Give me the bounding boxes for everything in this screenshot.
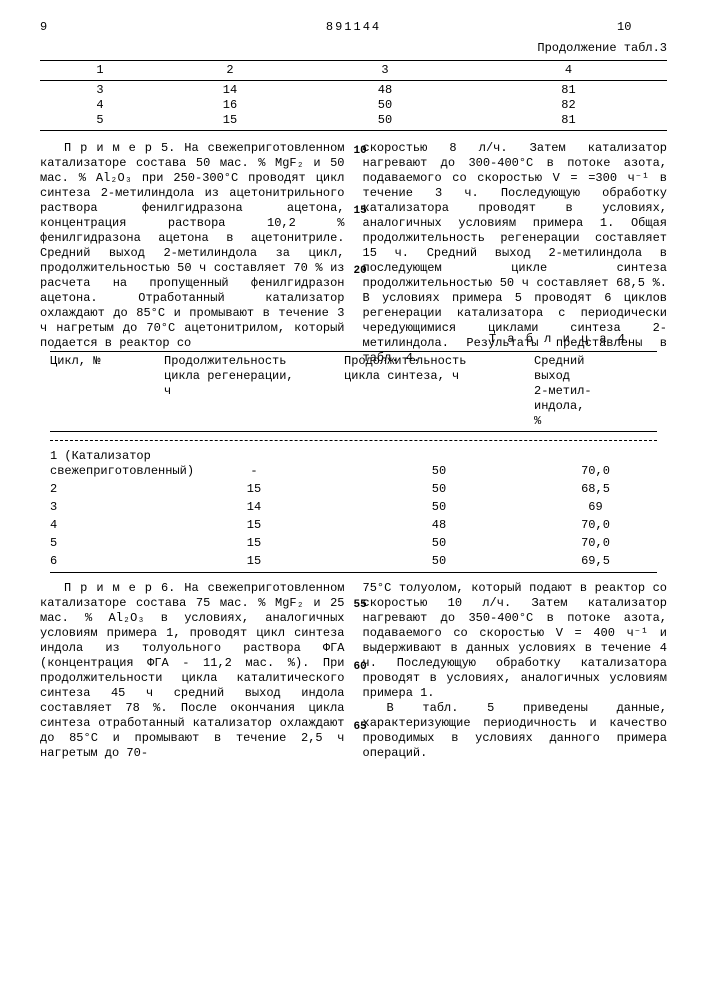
table-cell: 15 — [160, 113, 300, 128]
table-cell: 50 — [344, 500, 534, 515]
table-cell: 15 — [164, 518, 344, 533]
table4-header-cell: Цикл, № — [50, 354, 164, 369]
table4-header-cell: Продолжительность цикла регенерации, ч — [164, 354, 344, 399]
table3-rule — [40, 80, 667, 81]
table-cell: 70,0 — [534, 536, 657, 551]
example-6-left-text: П р и м е р 6. На свежеприготовленном ка… — [40, 581, 345, 761]
table-row: 4165082 — [40, 98, 667, 113]
table-row: 3145069 — [50, 500, 657, 515]
table-cell: 50 — [344, 554, 534, 569]
right-column: скоростью 8 л/ч. Затем катализатор нагре… — [363, 141, 668, 326]
left-column: П р и м е р 6. На свежеприготовленном ка… — [40, 581, 345, 746]
table-cell: - — [164, 464, 344, 479]
table-cell: 82 — [470, 98, 667, 113]
table-cell: 16 — [160, 98, 300, 113]
paragraph-block-1: 10 15 20 П р и м е р 5. На свежеприготов… — [40, 141, 667, 326]
line-mark-55: 55 — [354, 599, 367, 613]
table-cell: 5 — [50, 536, 164, 551]
table3-rule-bottom — [40, 130, 667, 131]
table-cell: 50 — [300, 113, 470, 128]
table-row: 3144881 — [40, 83, 667, 98]
table-cell: 1 (Катализатор свежеприготовленный) — [50, 449, 164, 479]
table-cell: 81 — [470, 83, 667, 98]
table-cell: 48 — [344, 518, 534, 533]
table-cell: 2 — [50, 482, 164, 497]
table-cell: 48 — [300, 83, 470, 98]
page-number-left: 9 — [40, 20, 90, 35]
table-row: 1 (Катализатор свежеприготовленный)-5070… — [50, 449, 657, 479]
table3-body: 314488141650825155081 — [40, 83, 667, 128]
table-cell: 50 — [344, 482, 534, 497]
table3-header-cell: 1 — [40, 63, 160, 78]
table-cell: 3 — [40, 83, 160, 98]
table-cell: 69 — [534, 500, 657, 515]
page-number-right: 10 — [617, 20, 667, 35]
table3-header-cell: 4 — [470, 63, 667, 78]
line-mark-15: 15 — [354, 205, 367, 219]
line-mark-10: 10 — [354, 145, 367, 159]
line-mark-65: 65 — [354, 721, 367, 735]
table3-header-cell: 3 — [300, 63, 470, 78]
table4-body: 1 (Катализатор свежеприготовленный)-5070… — [50, 449, 657, 569]
page: 9 891144 10 Продолжение табл.3 1 2 3 4 3… — [0, 0, 707, 1000]
table-cell: 15 — [164, 536, 344, 551]
table-cell: 50 — [344, 464, 534, 479]
table-cell: 5 — [40, 113, 160, 128]
table-row: 4154870,0 — [50, 518, 657, 533]
table-cell: 70,0 — [534, 518, 657, 533]
table-row: 5155081 — [40, 113, 667, 128]
document-number: 891144 — [90, 20, 617, 35]
table3-continuation-label: Продолжение табл.3 — [40, 41, 667, 56]
table-cell: 70,0 — [534, 464, 657, 479]
example-6-right-text-a: 75°С толуолом, который подают в реактор … — [363, 581, 668, 701]
table-cell: 50 — [344, 536, 534, 551]
table-cell: 15 — [164, 554, 344, 569]
table-cell: 6 — [50, 554, 164, 569]
example-5-right-text: скоростью 8 л/ч. Затем катализатор нагре… — [363, 141, 668, 366]
table-cell: 68,5 — [534, 482, 657, 497]
table-row: 6155069,5 — [50, 554, 657, 569]
table-cell: 4 — [40, 98, 160, 113]
right-column: 75°С толуолом, который подают в реактор … — [363, 581, 668, 746]
table-row: 5155070,0 — [50, 536, 657, 551]
page-header: 9 891144 10 — [40, 20, 667, 35]
table4-rule-bottom — [50, 572, 657, 573]
example-5-left-text: П р и м е р 5. На свежеприготовленном ка… — [40, 141, 345, 351]
table-cell: 15 — [164, 482, 344, 497]
table-cell: 69,5 — [534, 554, 657, 569]
table-cell: 14 — [164, 500, 344, 515]
left-column: П р и м е р 5. На свежеприготовленном ка… — [40, 141, 345, 326]
paragraph-block-2: 55 60 65 П р и м е р 6. На свежеприготов… — [40, 581, 667, 746]
line-mark-20: 20 — [354, 265, 367, 279]
table-cell: 3 — [50, 500, 164, 515]
table-cell: 50 — [300, 98, 470, 113]
table-row: 2155068,5 — [50, 482, 657, 497]
table-cell: 14 — [160, 83, 300, 98]
table4-dashed-rule — [50, 440, 657, 441]
line-mark-60: 60 — [354, 661, 367, 675]
table3-header-cell: 2 — [160, 63, 300, 78]
table3-rule-top — [40, 60, 667, 61]
table-cell: 81 — [470, 113, 667, 128]
table3-header-row: 1 2 3 4 — [40, 63, 667, 78]
table4: Цикл, № Продолжительность цикла регенера… — [50, 351, 657, 573]
table4-rule — [50, 431, 657, 432]
example-6-right-text-b: В табл. 5 приведены данные, характеризую… — [363, 701, 668, 761]
table-cell: 4 — [50, 518, 164, 533]
